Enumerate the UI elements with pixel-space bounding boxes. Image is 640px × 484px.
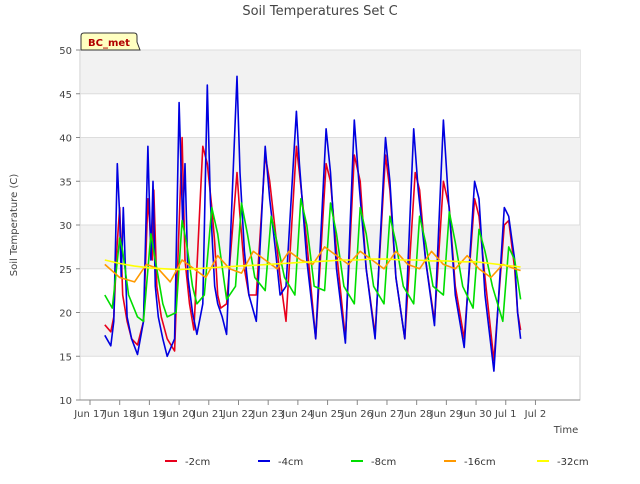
legend-label: -2cm [185,457,210,468]
x-tick-label: Jun 23 [251,409,284,420]
x-tick-label: Jul 1 [494,409,517,420]
x-tick-label: Jun 24 [281,409,314,420]
plot-bands [81,50,580,357]
legend: -2cm -4cm -8cm -16cm -32cm [165,457,589,468]
y-tick-label: 30 [59,221,72,232]
y-axis-label: Soil Temperature (C) [9,174,20,277]
y-axis-ticks: 10 15 20 25 30 35 40 45 50 [59,46,80,407]
x-tick-label: Jun 30 [459,409,492,420]
x-axis-label: Time [553,425,578,436]
series-line-16cm [104,246,521,283]
x-tick-label: Jun 22 [222,409,255,420]
series-lines [104,75,522,372]
y-tick-label: 20 [59,309,72,320]
x-tick-label: Jun 17 [73,409,106,420]
x-tick-label: Jun 21 [192,409,225,420]
x-tick-label: Jun 19 [133,409,166,420]
y-tick-label: 40 [59,134,72,145]
y-tick-label: 35 [59,177,72,188]
legend-label: -4cm [278,457,303,468]
legend-label: -32cm [557,457,589,468]
x-tick-label: Jul 2 [524,409,547,420]
x-tick-label: Jun 20 [162,409,195,420]
x-tick-label: Jun 28 [400,409,433,420]
legend-label: -16cm [464,457,496,468]
chart-title: Soil Temperatures Set C [242,4,397,19]
y-tick-label: 10 [59,396,72,407]
y-tick-label: 25 [59,265,72,276]
x-tick-label: Jun 25 [311,409,344,420]
station-badge: BC_met [80,32,141,51]
y-tick-label: 45 [59,90,72,101]
y-tick-label: 15 [59,352,72,363]
series-line-32cm [104,258,521,271]
x-tick-label: Jun 18 [103,409,136,420]
station-label: BC_met [88,38,130,49]
series-line-4cm [104,75,522,372]
y-tick-label: 50 [59,46,72,57]
x-tick-label: Jun 27 [370,409,403,420]
grid-band [81,312,580,357]
legend-label: -8cm [371,457,396,468]
x-tick-label: Jun 26 [341,409,374,420]
series-line-8cm [104,198,522,323]
grid-band [81,50,580,94]
x-tick-label: Jun 29 [430,409,463,420]
